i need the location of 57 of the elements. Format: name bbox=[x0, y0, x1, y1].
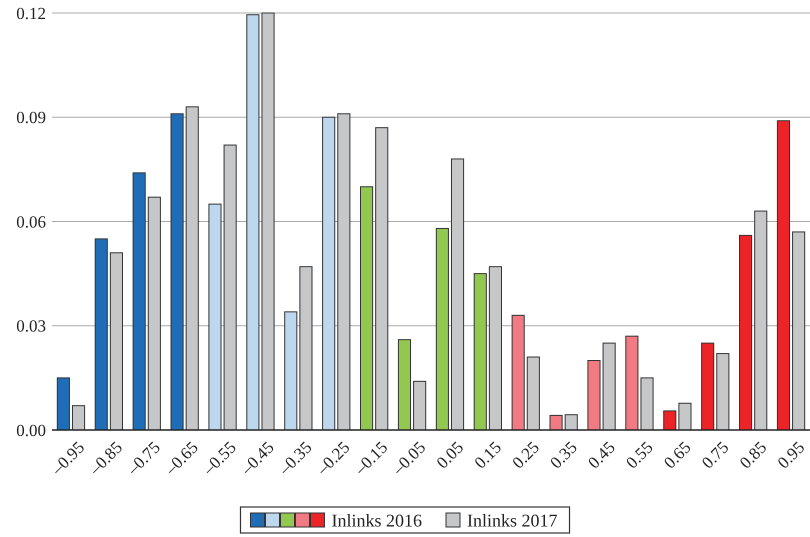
bar bbox=[246, 14, 260, 430]
bar bbox=[488, 266, 502, 430]
x-tick-label: 0.85 bbox=[736, 438, 770, 472]
bar bbox=[224, 144, 237, 430]
y-tick-label: 0.00 bbox=[16, 420, 46, 440]
x-tick-label: 0.55 bbox=[622, 438, 657, 472]
bar bbox=[625, 336, 638, 430]
x-tick-label: 0.15 bbox=[470, 438, 506, 472]
bar bbox=[284, 311, 298, 430]
x-tick-label: 0.95 bbox=[774, 438, 808, 472]
bar bbox=[739, 234, 752, 430]
bar bbox=[337, 113, 350, 430]
y-tick-label: 0.06 bbox=[16, 212, 46, 232]
bar bbox=[398, 339, 412, 430]
x-tick-label: 0.65 bbox=[660, 438, 695, 472]
bar bbox=[322, 116, 336, 430]
legend-label: Inlinks 2017 bbox=[467, 510, 558, 530]
bar bbox=[132, 172, 146, 430]
bar bbox=[186, 106, 199, 430]
bar bbox=[360, 186, 374, 430]
bar bbox=[474, 273, 487, 430]
bar bbox=[550, 414, 563, 430]
legend-label: Inlinks 2016 bbox=[331, 510, 422, 530]
bar bbox=[94, 238, 108, 430]
bar bbox=[413, 380, 426, 430]
bar bbox=[450, 158, 464, 430]
y-tick-label: 0.03 bbox=[16, 316, 46, 336]
x-tick-label: 0.35 bbox=[546, 438, 581, 472]
bar bbox=[72, 405, 86, 430]
x-tick-label: 0.25 bbox=[508, 438, 543, 472]
bar bbox=[436, 228, 449, 430]
bar bbox=[587, 360, 601, 430]
x-tick-label: 0.45 bbox=[584, 438, 619, 472]
bar bbox=[602, 342, 616, 430]
bar bbox=[170, 113, 184, 430]
bar bbox=[716, 353, 730, 430]
bar bbox=[148, 196, 161, 430]
bar bbox=[701, 342, 714, 430]
bar bbox=[56, 377, 70, 430]
bar bbox=[792, 231, 806, 430]
bar bbox=[375, 127, 388, 430]
bar bbox=[564, 414, 578, 430]
bar bbox=[261, 12, 275, 430]
bar bbox=[526, 356, 540, 430]
bar bbox=[299, 266, 312, 430]
bar bbox=[678, 402, 692, 430]
bar bbox=[110, 252, 123, 430]
bar bbox=[776, 120, 790, 430]
bar bbox=[640, 377, 654, 430]
bar bbox=[663, 410, 676, 430]
x-tick-label: 0.05 bbox=[432, 438, 468, 472]
bar bbox=[208, 204, 222, 430]
y-tick-label: 0.09 bbox=[16, 108, 46, 128]
x-tick-label: 0.75 bbox=[698, 438, 732, 472]
y-tick-label: 0.12 bbox=[16, 4, 46, 23]
bar bbox=[512, 314, 525, 430]
bar bbox=[754, 210, 768, 430]
